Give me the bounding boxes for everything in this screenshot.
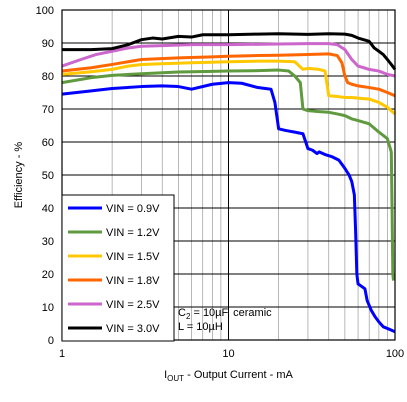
- series-line-5: [61, 42, 396, 78]
- x-axis-label-subscript: OUT: [167, 374, 184, 383]
- legend-label: VIN = 2.5V: [106, 299, 160, 311]
- legend-label: VIN = 1.2V: [106, 227, 160, 239]
- x-tick-label: 100: [386, 348, 404, 360]
- x-tick-label: 10: [222, 348, 234, 360]
- legend-label: VIN = 0.9V: [106, 203, 160, 215]
- y-tick-label: 30: [42, 236, 54, 248]
- y-tick-label: 60: [42, 137, 54, 149]
- annotation-capacitor: C2 = 10µF, ceramic: [178, 307, 272, 321]
- component-annotation: C2 = 10µF, ceramic L = 10µH: [178, 307, 272, 333]
- y-axis-label: Efficiency - %: [13, 142, 25, 209]
- y-tick-label: 100: [36, 5, 54, 17]
- legend-label: VIN = 3.0V: [106, 323, 160, 335]
- x-axis-label-rest: - Output Current - mA: [184, 369, 293, 381]
- legend-box: [61, 194, 175, 342]
- legend: VIN = 0.9V VIN = 1.2V VIN = 1.5V VIN = 1.8V…: [61, 194, 175, 342]
- y-tick-label: 50: [42, 170, 54, 182]
- y-tick-label: 70: [42, 104, 54, 116]
- series-lines: [61, 32, 397, 334]
- plot-frame: [61, 9, 396, 341]
- legend-label: VIN = 1.8V: [106, 275, 160, 287]
- y-tick-label: 90: [42, 38, 54, 50]
- series-line-3: [61, 59, 396, 116]
- series-line-1: [61, 81, 396, 334]
- y-tick-label: 20: [42, 269, 54, 281]
- legend-label: VIN = 1.5V: [106, 251, 160, 263]
- annotation-cap-prefix: C: [178, 307, 186, 319]
- y-tick-label: 10: [42, 302, 54, 314]
- annotation-cap-subscript: 2: [186, 312, 191, 321]
- series-line-4: [61, 52, 396, 98]
- annotation-cap-rest: = 10µF, ceramic: [190, 307, 272, 319]
- series-line-6: [62, 32, 397, 71]
- y-tick-label: 80: [42, 71, 54, 83]
- x-axis-label-prefix: I: [164, 369, 167, 381]
- x-tick-label: 1: [59, 348, 65, 360]
- x-axis-label: IOUT - Output Current - mA: [164, 369, 293, 383]
- y-tick-label: 40: [42, 203, 54, 215]
- series-line-2: [61, 68, 396, 281]
- y-tick-label: 0: [48, 335, 54, 347]
- annotation-inductor: L = 10µH: [178, 321, 223, 333]
